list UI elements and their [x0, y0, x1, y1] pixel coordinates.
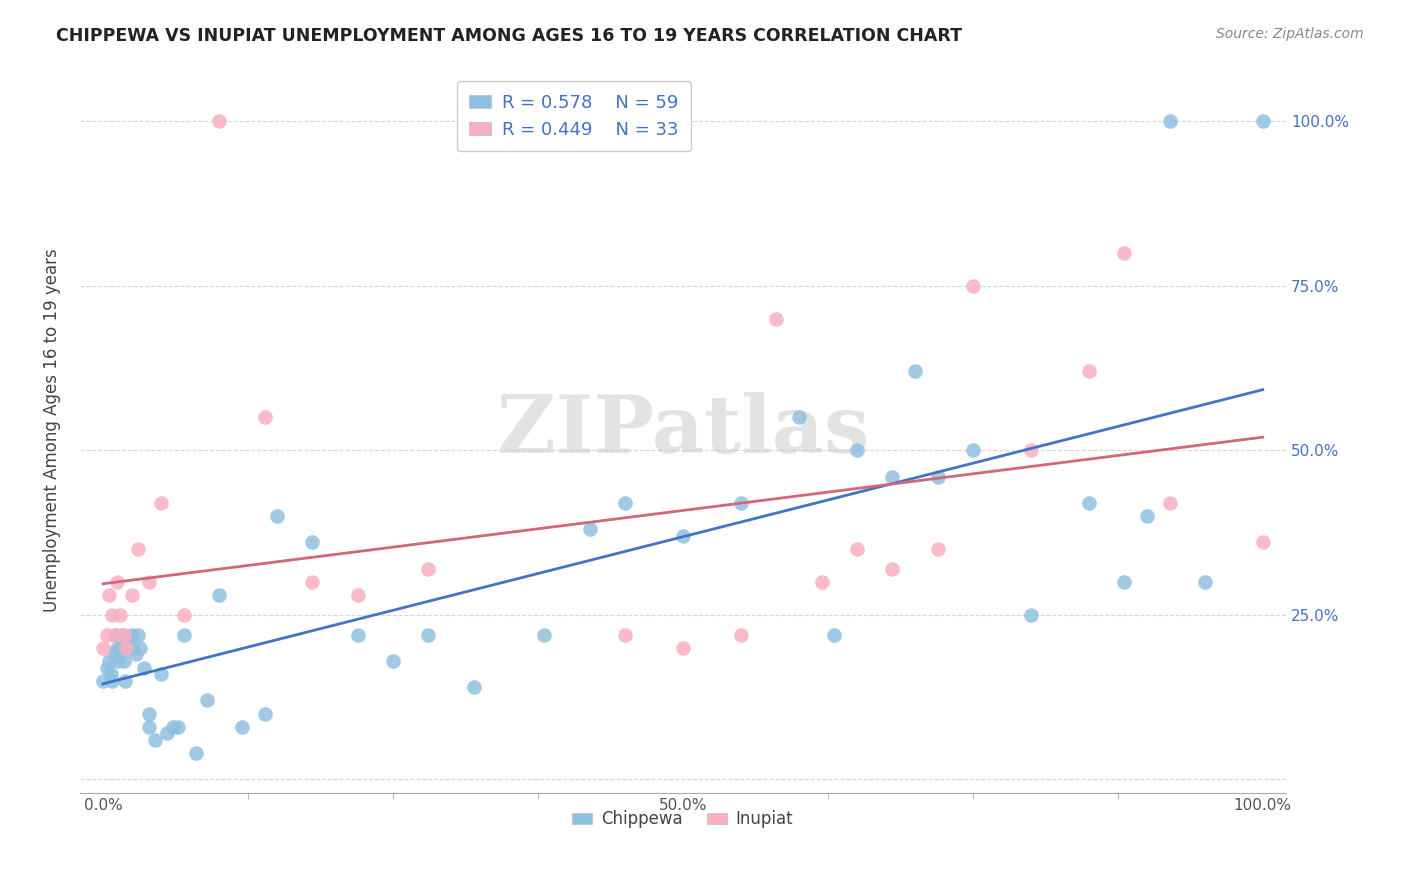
Point: [117, 640, 139, 655]
Point: [1077, 364, 1099, 378]
Point: [787, 410, 810, 425]
Point: [173, 628, 195, 642]
Y-axis label: Unemployment Among Ages 16 to 19 years: Unemployment Among Ages 16 to 19 years: [44, 249, 60, 613]
Point: [173, 607, 195, 622]
Point: [111, 628, 134, 642]
Point: [301, 535, 323, 549]
Point: [765, 311, 787, 326]
Point: [254, 706, 277, 721]
Point: [104, 648, 127, 662]
Point: [730, 628, 752, 642]
Point: [121, 588, 143, 602]
Point: [112, 654, 135, 668]
Point: [347, 628, 370, 642]
Point: [115, 634, 138, 648]
Point: [127, 542, 149, 557]
Point: [1019, 443, 1042, 458]
Point: [382, 654, 405, 668]
Point: [96, 660, 118, 674]
Point: [184, 746, 207, 760]
Point: [533, 628, 555, 642]
Point: [231, 720, 253, 734]
Point: [129, 640, 152, 655]
Text: CHIPPEWA VS INUPIAT UNEMPLOYMENT AMONG AGES 16 TO 19 YEARS CORRELATION CHART: CHIPPEWA VS INUPIAT UNEMPLOYMENT AMONG A…: [56, 27, 962, 45]
Point: [301, 574, 323, 589]
Point: [266, 509, 288, 524]
Point: [96, 628, 118, 642]
Point: [121, 628, 143, 642]
Point: [107, 654, 129, 668]
Text: ZIPatlas: ZIPatlas: [496, 392, 869, 469]
Point: [114, 673, 136, 688]
Point: [162, 720, 184, 734]
Point: [105, 640, 128, 655]
Point: [823, 628, 845, 642]
Point: [672, 529, 695, 543]
Point: [143, 733, 166, 747]
Point: [927, 542, 949, 557]
Point: [672, 640, 695, 655]
Point: [962, 278, 984, 293]
Point: [1251, 535, 1274, 549]
Point: [101, 673, 124, 688]
Point: [124, 648, 146, 662]
Point: [208, 114, 231, 128]
Point: [105, 574, 128, 589]
Point: [254, 410, 277, 425]
Legend: Chippewa, Inupiat: Chippewa, Inupiat: [565, 804, 800, 835]
Point: [100, 667, 122, 681]
Point: [845, 542, 868, 557]
Point: [463, 681, 485, 695]
Point: [927, 469, 949, 483]
Point: [110, 640, 132, 655]
Point: [208, 588, 231, 602]
Point: [962, 443, 984, 458]
Point: [138, 720, 160, 734]
Point: [121, 640, 143, 655]
Point: [167, 720, 190, 734]
Point: [101, 607, 124, 622]
Point: [97, 588, 120, 602]
Text: Source: ZipAtlas.com: Source: ZipAtlas.com: [1216, 27, 1364, 41]
Point: [97, 654, 120, 668]
Point: [115, 640, 138, 655]
Point: [904, 364, 927, 378]
Point: [104, 628, 127, 642]
Point: [112, 628, 135, 642]
Point: [613, 496, 636, 510]
Point: [197, 693, 219, 707]
Point: [347, 588, 370, 602]
Point: [127, 628, 149, 642]
Point: [1159, 114, 1181, 128]
Point: [1159, 496, 1181, 510]
Point: [416, 562, 439, 576]
Point: [613, 628, 636, 642]
Point: [880, 562, 903, 576]
Point: [1019, 607, 1042, 622]
Point: [730, 496, 752, 510]
Point: [416, 628, 439, 642]
Point: [1077, 496, 1099, 510]
Point: [1194, 574, 1216, 589]
Point: [91, 640, 114, 655]
Point: [150, 496, 173, 510]
Point: [1112, 245, 1135, 260]
Point: [104, 628, 127, 642]
Point: [91, 673, 114, 688]
Point: [150, 667, 173, 681]
Point: [1112, 574, 1135, 589]
Point: [811, 574, 834, 589]
Point: [845, 443, 868, 458]
Point: [1251, 114, 1274, 128]
Point: [110, 607, 132, 622]
Point: [138, 706, 160, 721]
Point: [880, 469, 903, 483]
Point: [138, 574, 160, 589]
Point: [156, 726, 179, 740]
Point: [132, 660, 155, 674]
Point: [1136, 509, 1159, 524]
Point: [579, 522, 602, 536]
